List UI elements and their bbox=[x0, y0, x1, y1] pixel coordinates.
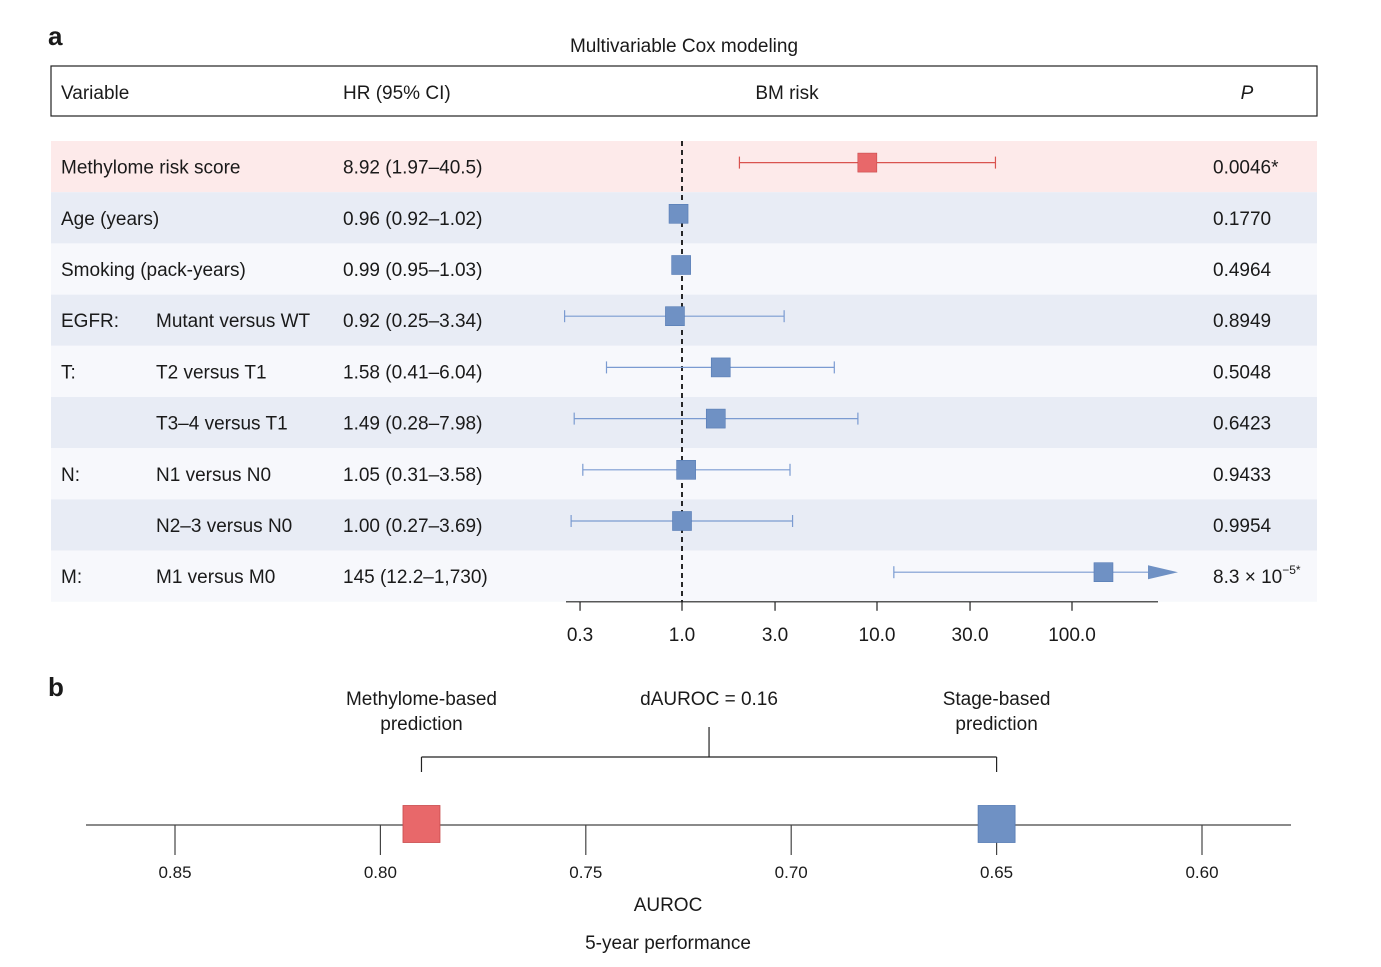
row-p-value: 0.6423 bbox=[1213, 414, 1271, 435]
row-hr-ci: 8.92 (1.97–40.5) bbox=[343, 158, 482, 179]
auroc-marker bbox=[402, 805, 441, 843]
row-p-value: 0.0046* bbox=[1213, 158, 1279, 179]
panel-b-label: b bbox=[48, 672, 64, 702]
row-hr-ci: 0.96 (0.92–1.02) bbox=[343, 209, 482, 230]
row-comparison: T3–4 versus T1 bbox=[156, 414, 288, 435]
row-hr-ci: 0.99 (0.95–1.03) bbox=[343, 260, 482, 281]
auroc-xlabel: AUROC bbox=[634, 895, 703, 916]
row-band bbox=[51, 397, 1317, 449]
row-hr-ci: 1.05 (0.31–3.58) bbox=[343, 465, 482, 486]
row-p-value: 0.4964 bbox=[1213, 260, 1272, 281]
row-comparison: N2–3 versus N0 bbox=[156, 516, 292, 537]
row-hr-ci: 0.92 (0.25–3.34) bbox=[343, 311, 482, 332]
header-box bbox=[50, 65, 1318, 117]
x-tick-label: 30.0 bbox=[952, 625, 989, 646]
dauroc-label: dAUROC = 0.16 bbox=[640, 689, 778, 710]
header-variable: Variable bbox=[61, 83, 129, 104]
row-variable: Age (years) bbox=[61, 209, 159, 230]
row-p-value: 0.9433 bbox=[1213, 465, 1271, 486]
row-variable: EGFR: bbox=[61, 311, 119, 332]
point-label: Methylome-based bbox=[346, 689, 497, 710]
row-hr-ci: 145 (12.2–1,730) bbox=[343, 567, 488, 588]
header-risk: BM risk bbox=[755, 83, 819, 104]
row-comparison: M1 versus M0 bbox=[156, 567, 275, 588]
auroc-plot: 0.85 0.80 0.75 0.70 0.65 0.60 dAUROC = 0.16 Met… bbox=[86, 689, 1291, 954]
auroc-subtitle: 5-year performance bbox=[585, 933, 751, 954]
hr-marker bbox=[1093, 562, 1114, 583]
row-p-value: 0.9954 bbox=[1213, 516, 1272, 537]
x-tick-label: 0.3 bbox=[567, 625, 593, 646]
header-hr: HR (95% CI) bbox=[343, 83, 451, 104]
row-comparison: T2 versus T1 bbox=[156, 362, 267, 383]
row-hr-ci: 1.58 (0.41–6.04) bbox=[343, 362, 482, 383]
hr-marker bbox=[668, 204, 689, 224]
row-p-value: 0.5048 bbox=[1213, 362, 1271, 383]
x-tick-label: 100.0 bbox=[1048, 625, 1096, 646]
header-p: P bbox=[1241, 83, 1254, 104]
auroc-tick-label: 0.70 bbox=[775, 863, 808, 882]
row-variable: T: bbox=[61, 362, 76, 383]
row-comparison: N1 versus N0 bbox=[156, 465, 271, 486]
point-label: prediction bbox=[955, 714, 1037, 735]
row-p-value: 0.8949 bbox=[1213, 311, 1271, 332]
auroc-marker bbox=[977, 805, 1016, 843]
forest-plot: 0.3 1.0 3.0 10.0 30.0 100.0 bbox=[563, 141, 1178, 646]
hr-marker bbox=[665, 306, 685, 327]
x-tick-label: 3.0 bbox=[762, 625, 788, 646]
ci-arrow bbox=[1148, 565, 1178, 580]
x-tick-label: 10.0 bbox=[859, 625, 896, 646]
row-band bbox=[51, 345, 1317, 397]
panel-a-title: Multivariable Cox modeling bbox=[570, 36, 798, 57]
auroc-tick-label: 0.80 bbox=[364, 863, 397, 882]
row-p-exponent: −5* bbox=[1282, 563, 1301, 577]
point-label: Stage-based bbox=[943, 689, 1051, 710]
auroc-tick-label: 0.65 bbox=[980, 863, 1013, 882]
auroc-tick-label: 0.60 bbox=[1185, 863, 1218, 882]
hr-marker bbox=[671, 255, 691, 275]
row-variable: Smoking (pack-years) bbox=[61, 260, 246, 281]
row-comparison: Mutant versus WT bbox=[156, 311, 311, 332]
row-hr-ci: 1.49 (0.28–7.98) bbox=[343, 414, 482, 435]
row-hr-ci: 1.00 (0.27–3.69) bbox=[343, 516, 482, 537]
hr-marker bbox=[705, 408, 726, 429]
hr-marker bbox=[857, 152, 878, 173]
auroc-tick-label: 0.85 bbox=[158, 863, 191, 882]
row-band bbox=[51, 141, 1317, 193]
auroc-tick-label: 0.75 bbox=[569, 863, 602, 882]
panel-a-label: a bbox=[48, 21, 63, 51]
point-label: prediction bbox=[380, 714, 462, 735]
hr-marker bbox=[672, 511, 692, 531]
hr-marker bbox=[710, 357, 731, 378]
x-tick-label: 1.0 bbox=[669, 625, 695, 646]
row-p-value: 0.1770 bbox=[1213, 209, 1271, 230]
row-variable: Methylome risk score bbox=[61, 158, 241, 179]
row-variable: N: bbox=[61, 465, 80, 486]
row-variable: M: bbox=[61, 567, 82, 588]
hr-marker bbox=[676, 459, 696, 480]
